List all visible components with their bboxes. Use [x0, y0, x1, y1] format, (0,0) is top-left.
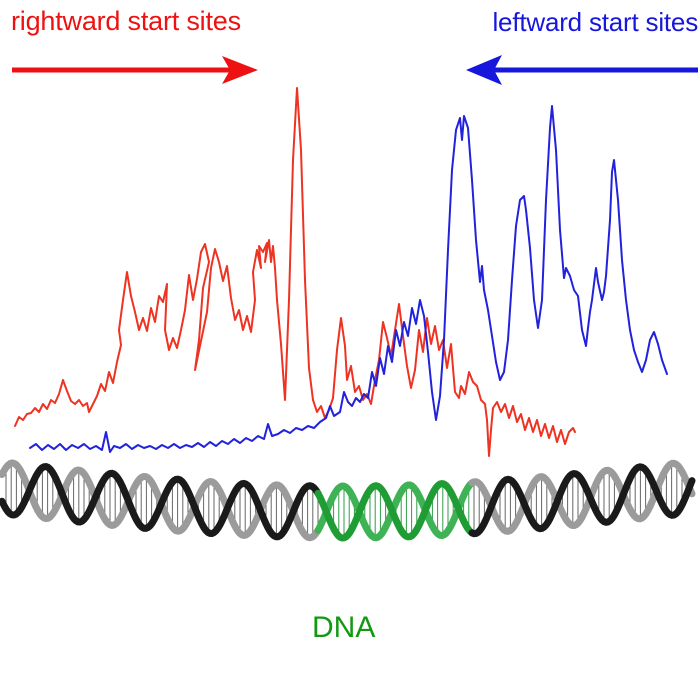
dna-strand-segment — [314, 479, 476, 542]
dna-strand-segment — [314, 479, 476, 542]
leftward-arrow-icon — [466, 55, 698, 85]
rightward-arrow-icon — [12, 56, 258, 84]
rightward-trace — [14, 87, 576, 457]
leftward-start-sites-label: leftward start sites — [492, 7, 698, 37]
leftward-trace — [29, 105, 668, 453]
dna-strand-dark — [0, 463, 696, 542]
rightward-start-sites-label: rightward start sites — [11, 6, 241, 36]
dna-replication-origin-label: DNA replication origin — [312, 528, 449, 683]
dna-strand-segment — [468, 463, 696, 538]
dna-strand-segment — [0, 463, 322, 541]
origin-label-line-1: DNA — [312, 611, 376, 644]
